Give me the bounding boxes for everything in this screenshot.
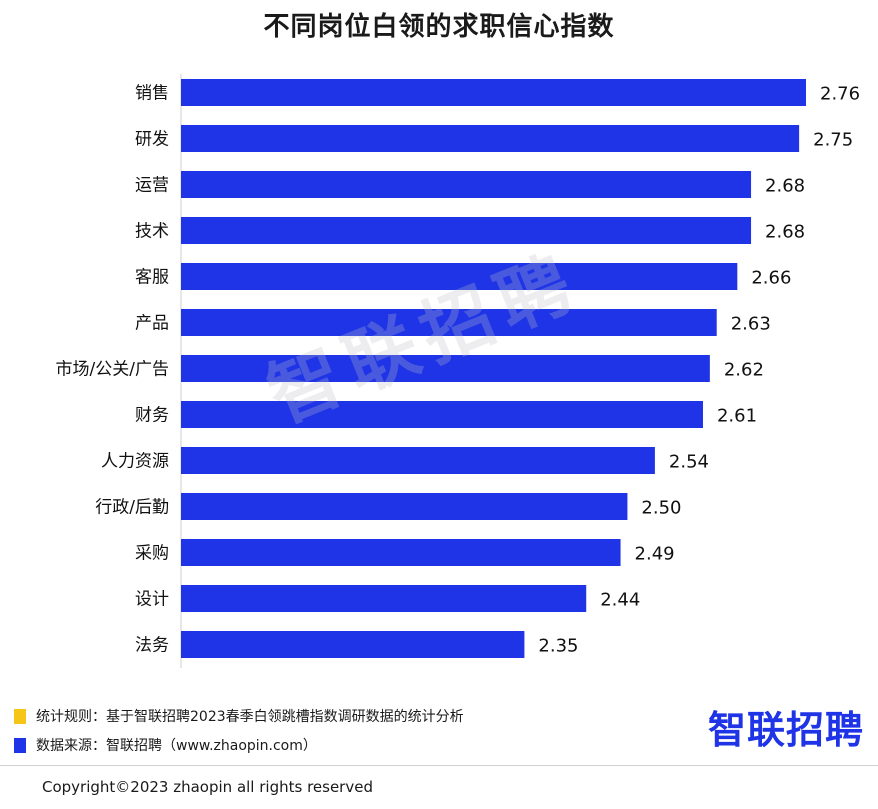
category-label-2: 运营 — [135, 176, 169, 196]
category-label-11: 设计 — [135, 590, 169, 610]
value-label-5: 2.63 — [731, 314, 771, 335]
value-label-7: 2.61 — [717, 406, 757, 427]
copyright-text: Copyright©2023 zhaopin all rights reserv… — [42, 778, 373, 796]
bar-12 — [181, 631, 525, 658]
chart-title: 不同岗位白领的求职信心指数 — [263, 12, 615, 42]
legend-source: 数据来源：智联招聘（www.zhaopin.com） — [14, 735, 317, 755]
category-label-4: 客服 — [135, 268, 169, 288]
bar-2 — [181, 171, 752, 198]
bar-11 — [181, 585, 587, 612]
value-label-4: 2.66 — [751, 268, 791, 289]
category-label-8: 人力资源 — [101, 452, 169, 472]
value-label-8: 2.54 — [669, 452, 709, 473]
bar-5 — [181, 309, 717, 336]
value-label-12: 2.35 — [538, 636, 578, 657]
value-label-9: 2.50 — [641, 498, 681, 519]
legend-source-text: 数据来源：智联招聘（www.zhaopin.com） — [36, 738, 317, 754]
zhaopin-logo: 智联招聘 — [707, 708, 864, 752]
bar-8 — [181, 447, 655, 474]
bar-1 — [181, 125, 800, 152]
legend-rule-text: 统计规则：基于智联招聘2023春季白领跳槽指数调研数据的统计分析 — [36, 709, 464, 725]
value-label-0: 2.76 — [820, 84, 860, 105]
bar-0 — [181, 79, 806, 106]
bar-10 — [181, 539, 621, 566]
category-label-12: 法务 — [135, 636, 169, 656]
category-label-5: 产品 — [135, 314, 169, 334]
bar-chart: 销售 2.76 研发 2.75 运营 2.68 技术 2.68 客服 2.66 产品 2.63 市场/公… — [56, 74, 860, 668]
legend-rule-swatch — [14, 708, 26, 724]
legend-rule: 统计规则：基于智联招聘2023春季白领跳槽指数调研数据的统计分析 — [14, 706, 464, 726]
category-label-1: 研发 — [135, 130, 169, 150]
value-label-11: 2.44 — [600, 590, 640, 611]
category-label-9: 行政/后勤 — [95, 498, 169, 518]
legend-source-swatch — [14, 737, 26, 753]
footer-divider — [0, 765, 878, 766]
bar-6 — [181, 355, 710, 382]
bar-7 — [181, 401, 703, 428]
value-label-2: 2.68 — [765, 176, 805, 197]
category-label-6: 市场/公关/广告 — [56, 360, 169, 380]
category-label-10: 采购 — [135, 544, 169, 564]
category-label-0: 销售 — [135, 84, 169, 104]
value-label-3: 2.68 — [765, 222, 805, 243]
value-label-6: 2.62 — [724, 360, 764, 381]
value-label-10: 2.49 — [635, 544, 675, 565]
value-label-1: 2.75 — [813, 130, 853, 151]
bar-4 — [181, 263, 738, 290]
bar-3 — [181, 217, 752, 244]
category-label-7: 财务 — [135, 406, 169, 426]
category-label-3: 技术 — [135, 222, 169, 242]
bar-9 — [181, 493, 628, 520]
